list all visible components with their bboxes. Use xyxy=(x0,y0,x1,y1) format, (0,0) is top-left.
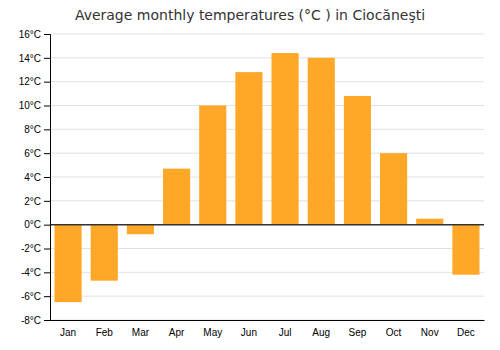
grid-line xyxy=(50,81,484,82)
y-tick: 8°C xyxy=(24,124,50,135)
y-tick-mark xyxy=(44,296,50,297)
x-axis: Jan Feb Mar Apr May Jun Jul Aug Sep Oct Nov Dec xyxy=(51,321,485,339)
title: Average monthly temperatures (°C ) in Ci… xyxy=(75,7,425,23)
grid-line xyxy=(50,177,484,178)
y-tick-label: 10°C xyxy=(19,100,41,111)
x-tick-label: Mar xyxy=(132,327,150,338)
bar xyxy=(452,225,479,275)
x-tick: Jul xyxy=(279,327,292,338)
x-tick-label: Aug xyxy=(312,327,330,338)
y-axis-line xyxy=(44,35,51,321)
x-tick-label: Sep xyxy=(349,327,367,338)
y-tick: 2°C xyxy=(24,196,50,207)
y-tick-label: 6°C xyxy=(24,148,41,159)
y-tick-label: -2°C xyxy=(21,243,41,254)
bar xyxy=(55,225,82,302)
x-tick: Feb xyxy=(96,327,114,338)
zero-line xyxy=(50,224,484,226)
bar xyxy=(127,225,154,235)
y-tick: 10°C xyxy=(19,100,50,111)
x-tick-label: Jul xyxy=(279,327,292,338)
y-tick-mark xyxy=(44,129,50,130)
bar xyxy=(272,53,299,225)
y-tick-mark xyxy=(44,58,50,59)
y-tick-label: 12°C xyxy=(19,76,41,87)
grid-line xyxy=(50,105,484,106)
y-tick-label: -4°C xyxy=(21,267,41,278)
y-tick-label: -8°C xyxy=(21,315,41,326)
bar xyxy=(91,225,118,281)
x-axis-line xyxy=(51,320,485,321)
y-tick: 14°C xyxy=(19,53,50,64)
grid xyxy=(50,34,484,320)
x-tick: Apr xyxy=(169,327,185,338)
y-tick: -6°C xyxy=(21,291,50,302)
y-tick: 12°C xyxy=(19,76,50,87)
x-tick-label: Jun xyxy=(241,327,257,338)
y-tick-mark xyxy=(44,106,50,107)
x-tick: Mar xyxy=(132,327,150,338)
grid-line xyxy=(50,57,484,58)
y-tick-mark xyxy=(44,201,50,202)
x-tick-label: Feb xyxy=(96,327,114,338)
grid-line xyxy=(50,200,484,201)
y-tick: 6°C xyxy=(24,148,50,159)
bar xyxy=(416,219,443,225)
plot: -8°C -6°C -4°C -2°C 0°C 2°C 4°C 6°C 8°C 10°C 12°C 1… xyxy=(19,29,485,338)
x-tick: Sep xyxy=(349,327,367,338)
grid-line xyxy=(50,153,484,154)
bar xyxy=(163,169,190,225)
x-tick: Nov xyxy=(421,327,439,338)
y-tick-mark xyxy=(44,249,50,250)
bars xyxy=(55,53,480,302)
x-tick-label: Nov xyxy=(421,327,439,338)
grid-line xyxy=(50,129,484,130)
chart: -8°C -6°C -4°C -2°C 0°C 2°C 4°C 6°C 8°C 10°C 12°C 1… xyxy=(0,0,500,350)
y-tick-label: 14°C xyxy=(19,53,41,64)
y-tick-mark xyxy=(44,272,50,273)
y-tick-label: 16°C xyxy=(19,29,41,40)
y-tick-label: 0°C xyxy=(24,219,41,230)
x-tick-label: Oct xyxy=(386,327,402,338)
y-tick-label: -6°C xyxy=(21,291,41,302)
y-tick-mark xyxy=(44,177,50,178)
grid-line xyxy=(50,296,484,297)
x-tick: Aug xyxy=(312,327,330,338)
y-tick: -2°C xyxy=(21,243,50,254)
grid-line xyxy=(50,320,484,321)
bar xyxy=(344,96,371,225)
bar xyxy=(380,153,407,225)
x-tick: Jan xyxy=(60,327,76,338)
x-tick-label: May xyxy=(203,327,222,338)
x-tick: Dec xyxy=(457,327,475,338)
y-tick: 4°C xyxy=(24,172,50,183)
y-tick-label: 8°C xyxy=(24,124,41,135)
bar xyxy=(308,58,335,225)
y-tick: 16°C xyxy=(19,29,50,40)
y-axis: -8°C -6°C -4°C -2°C 0°C 2°C 4°C 6°C 8°C 10°C 12°C 1… xyxy=(19,29,51,326)
x-tick: Jun xyxy=(241,327,257,338)
x-tick: May xyxy=(203,327,222,338)
bar xyxy=(199,106,226,225)
grid-line xyxy=(50,224,484,225)
y-tick-mark xyxy=(44,34,50,35)
y-tick-mark xyxy=(44,320,50,321)
y-tick-mark xyxy=(44,82,50,83)
y-tick-label: 2°C xyxy=(24,196,41,207)
y-tick: 0°C xyxy=(24,219,50,230)
y-tick: -8°C xyxy=(21,315,50,326)
x-tick-label: Apr xyxy=(169,327,185,338)
y-tick: -4°C xyxy=(21,267,50,278)
x-tick-label: Dec xyxy=(457,327,475,338)
y-tick-label: 4°C xyxy=(24,172,41,183)
y-tick-mark xyxy=(44,153,50,154)
x-tick-label: Jan xyxy=(60,327,76,338)
y-tick-mark xyxy=(44,225,50,226)
bar xyxy=(235,72,262,225)
x-tick: Oct xyxy=(386,327,402,338)
grid-line xyxy=(50,34,484,35)
